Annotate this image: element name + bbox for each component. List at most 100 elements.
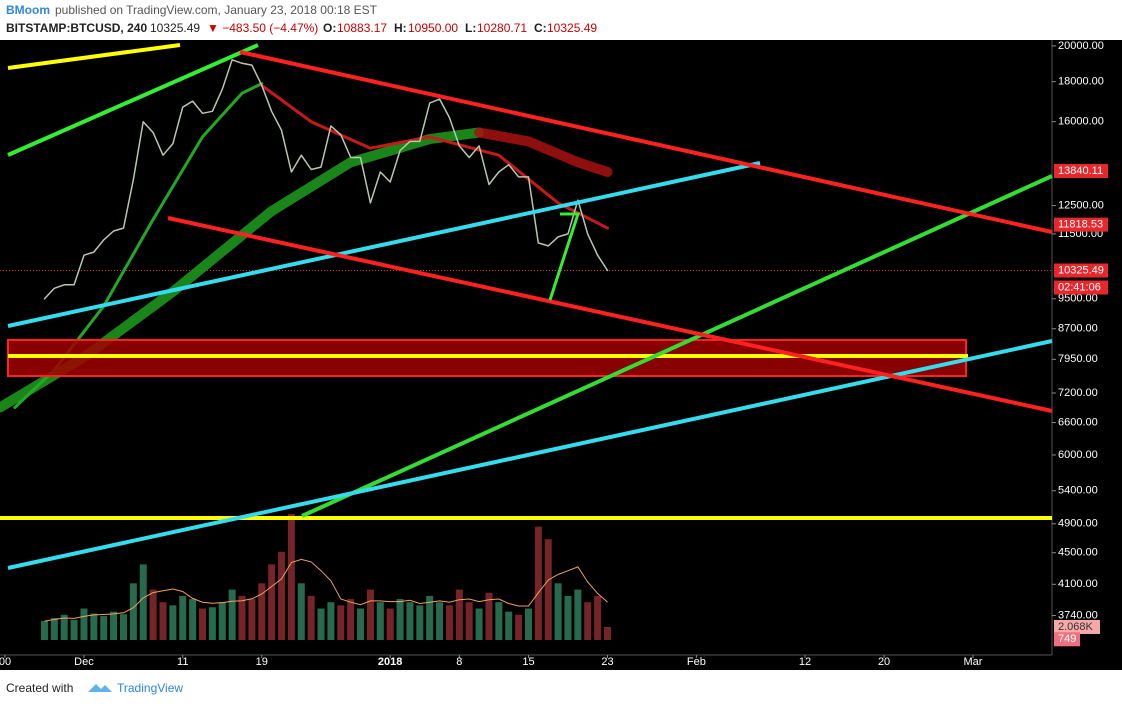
volume-bar (80, 608, 88, 640)
channel-line (167, 216, 1053, 413)
volume-bar (218, 602, 226, 640)
open: 10883.17 (337, 21, 387, 35)
volume-label: 749 (1058, 633, 1076, 645)
x-tick-label: 19 (256, 656, 268, 668)
volume-bar (505, 611, 513, 640)
volume-bar (386, 608, 394, 640)
y-tick-label: 6000.00 (1058, 449, 1098, 461)
moving-average (260, 84, 609, 230)
change: ▼ −483.50 (−4.47%) (207, 21, 318, 35)
volume-bar (554, 583, 562, 640)
y-tick-label: 4900.00 (1058, 518, 1098, 530)
x-tick-label: Feb (687, 656, 706, 668)
volume-bar (110, 611, 118, 640)
volume-bar (238, 595, 246, 640)
x-tick-label: 15 (522, 656, 534, 668)
footer-created: Created with (6, 681, 73, 695)
y-tick-label: 4100.00 (1058, 578, 1098, 590)
x-tick-label: 20 (878, 656, 890, 668)
volume-bar (70, 619, 78, 640)
volume-bar (129, 583, 137, 640)
volume-bar (307, 595, 315, 640)
volume-bar (268, 564, 276, 640)
volume-bar (100, 616, 108, 640)
volume-bar (317, 608, 325, 640)
high-label: H: (394, 21, 407, 35)
volume-bar (406, 602, 414, 640)
footer-brand[interactable]: TradingView (117, 681, 183, 695)
close: 10325.49 (547, 21, 597, 35)
volume-bar (337, 605, 345, 640)
volume-bar (258, 583, 266, 640)
volume-bar (515, 614, 523, 640)
y-tick-label: 12500.00 (1058, 199, 1104, 211)
volume-bar (564, 595, 572, 640)
y-tick-label: 4500.00 (1058, 547, 1098, 559)
y-tick-label: 5400.00 (1058, 485, 1098, 497)
y-tick-label: 7950.00 (1058, 353, 1098, 365)
y-tick-label: 6600.00 (1058, 416, 1098, 428)
volume-bar (60, 614, 68, 640)
author: BMoom (6, 3, 50, 17)
trend-line (7, 43, 259, 157)
price-label: 11818.53 (1058, 219, 1103, 231)
volume-bar (149, 589, 157, 640)
volume-bar (416, 605, 424, 640)
volume-bar (366, 589, 374, 640)
channel-line (239, 50, 1053, 234)
moving-average (474, 127, 613, 177)
volume-bar (485, 592, 493, 640)
volume-bar (426, 595, 434, 640)
y-tick-label: 18000.00 (1058, 76, 1104, 88)
low-label: L: (465, 21, 476, 35)
price-label: 10325.49 (1058, 264, 1104, 276)
volume-bar (436, 602, 444, 640)
x-tick-label: 8 (456, 656, 462, 668)
volume-bar (574, 589, 582, 640)
price-label-box (1054, 163, 1108, 178)
volume-bar (278, 551, 286, 640)
volume-bar (189, 599, 197, 640)
volume-bar (475, 608, 483, 640)
volume-bar (198, 608, 206, 640)
x-tick-label: 11 (177, 656, 188, 668)
volume-bar (544, 539, 552, 640)
y-tick-label: 7200.00 (1058, 387, 1098, 399)
trend-line (7, 339, 1053, 570)
published: published on TradingView.com, January 23… (55, 3, 378, 17)
x-tick-label: Dec (74, 656, 94, 668)
volume-bar (465, 602, 473, 640)
volume-bar (139, 564, 147, 640)
price-label-box (1054, 217, 1108, 232)
volume-bar (603, 626, 611, 640)
trend-line (7, 43, 181, 70)
last-price: 10325.49 (150, 21, 200, 35)
y-tick-label: 9500.00 (1058, 293, 1098, 305)
volume-bar (169, 605, 177, 640)
y-tick-label: 20000.00 (1058, 40, 1104, 52)
volume-bar (228, 589, 236, 640)
y-tick-label: 3740.00 (1058, 609, 1098, 621)
open-label: O: (323, 21, 336, 35)
volume-average (44, 558, 608, 622)
x-tick-label: 12 (799, 656, 811, 668)
high: 10950.00 (408, 21, 458, 35)
timer: 02:41:06 (1058, 281, 1101, 293)
x-tick-label: 2018 (378, 656, 402, 668)
pattern-line (548, 212, 581, 301)
close-label: C: (534, 21, 547, 35)
y-tick-label: 8700.00 (1058, 323, 1098, 335)
x-tick-label: Mar (963, 656, 982, 668)
low: 10280.71 (477, 21, 527, 35)
volume-bar (90, 613, 98, 640)
volume-bar (347, 599, 355, 640)
volume-bar (357, 608, 365, 640)
logo (88, 684, 112, 692)
volume-bar (119, 614, 127, 640)
y-tick-label: 16000.00 (1058, 116, 1104, 128)
price-line (43, 59, 609, 300)
volume-bar (248, 599, 256, 640)
symbol: BITSTAMP:BTCUSD, 240 (6, 21, 147, 35)
volume-bar (455, 589, 463, 640)
